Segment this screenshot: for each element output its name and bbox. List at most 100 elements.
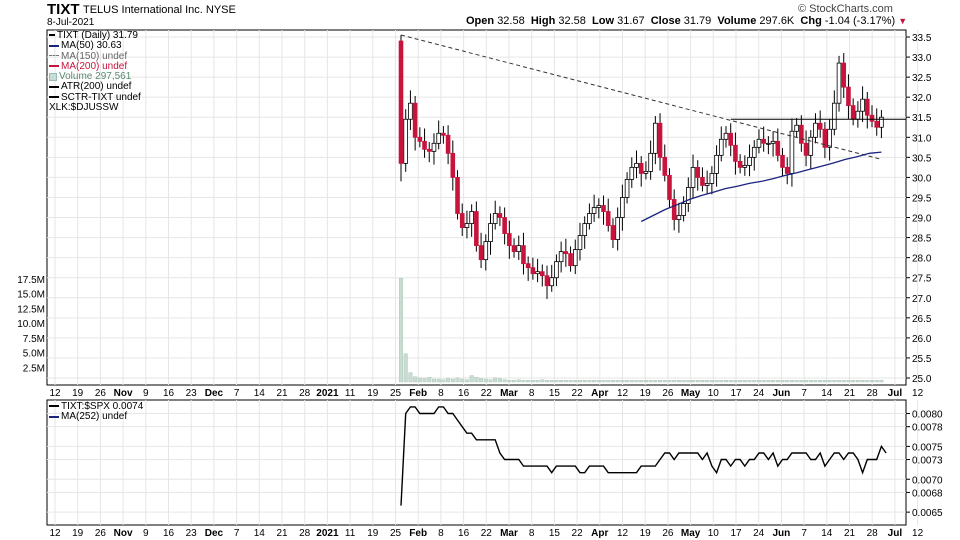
legend-price-swatch [49,34,55,37]
volume-bar [502,379,507,383]
candle-body [855,110,861,120]
x-tick-label-bottom: 19 [72,528,84,539]
volume-bar [761,380,766,383]
volume-bar [497,378,502,383]
candle-body [667,175,672,200]
legend-ratio-ma-text: MA(252) undef [61,411,128,423]
volume-bar [568,380,573,383]
volume-bar [582,380,587,383]
legend-volume-swatch [49,72,57,81]
legend-price-text: TIXT (Daily) 31.79 [57,30,138,41]
candle-body [775,140,781,156]
x-tick-label-bottom: 10 [708,528,720,539]
price-y-tick-label: 27.0 [912,294,932,305]
volume-bar [808,380,813,383]
x-tick-label-bottom: 22 [481,528,493,539]
x-tick-label-top: 21 [276,388,288,399]
x-tick-label-top: 25 [390,388,402,399]
candle-body [478,245,484,261]
candle-body [643,170,649,174]
candle-body [417,136,423,142]
volume-bar [870,380,875,383]
x-tick-label-bottom: 28 [299,528,311,539]
candle-body [605,211,611,226]
price-y-tick-label: 32.0 [912,93,932,104]
candle-body [653,122,658,154]
x-tick-label-bottom: Feb [409,528,427,539]
candle-body [441,132,446,136]
legend-xlk-text: XLK:$DJUSSW [49,102,119,114]
legend-ma150-swatch [49,55,59,57]
x-tick-label-top: 8 [438,388,444,399]
volume-bar [794,380,799,383]
candle-body [789,130,795,174]
volume-bar [422,378,427,383]
candle-body [544,275,550,287]
candle-body [431,142,437,152]
volume-bar [799,380,804,383]
candle-body [662,156,668,176]
high-value: 32.58 [558,15,586,27]
volume-bar [512,380,517,383]
candle-body [610,225,616,240]
volume-bar [554,380,559,383]
candle-body [464,223,470,228]
candle-body [568,253,573,267]
x-tick-label-bottom: Jul [888,528,903,539]
legend-ma150-text: MA(150) undef [61,50,128,62]
candle-body [718,138,724,156]
x-tick-label-bottom: Jun [773,528,791,539]
candle-body [695,166,701,178]
volume-bar [639,380,644,383]
volume-bar [643,380,648,383]
exchange-label: NYSE [205,4,236,16]
x-tick-label-bottom: May [681,528,701,539]
low-label: Low [592,15,615,27]
volume-bar [874,380,879,383]
legend-sctr: SCTR-TIXT undef [49,92,141,103]
candle-body [766,142,771,145]
candle-body [690,166,696,188]
volume-bar [479,378,484,383]
volume-bar [629,380,634,383]
candle-body [403,118,409,164]
x-tick-label-bottom: 22 [572,528,584,539]
volume-bar [709,380,714,383]
volume-tick-label: 17.5M [17,275,45,286]
legend-ma50-swatch [49,44,59,47]
x-tick-label-top: 22 [572,388,584,399]
x-tick-label-bottom: 15 [549,528,561,539]
candle-body [817,122,823,130]
ratio-line-group [400,406,887,506]
candle-body [469,211,474,224]
volume-tick-label: 10.0M [17,319,45,330]
x-tick-label-top: 23 [186,388,198,399]
volume-bar [450,378,455,383]
candle-body [879,116,884,128]
price-y-tick-label: 29.5 [912,193,932,204]
x-tick-label-top: 10 [708,388,720,399]
x-tick-label-top: 8 [529,388,535,399]
volume-bar [413,376,418,383]
volume-bar [822,380,827,383]
chart-date: 8-Jul-2021 [47,17,95,28]
x-tick-label-bottom: 19 [640,528,652,539]
volume-bar [756,380,761,383]
x-tick-label-bottom: 11 [345,528,356,539]
candle-body [869,114,875,122]
open-value: 32.58 [497,15,525,27]
x-tick-label-bottom: 19 [367,528,379,539]
candle-body [860,98,865,112]
candle-body [780,154,785,168]
x-tick-label-bottom: 16 [458,528,470,539]
volume-bars [399,277,884,383]
candle-body [634,162,639,168]
candle-body [563,251,569,255]
candle-body [587,213,592,224]
x-tick-label-bottom: Dec [205,528,224,539]
candle-body [572,249,578,267]
volume-bar [738,380,743,383]
candle-body [596,205,602,208]
legend-ma200-swatch [49,65,59,68]
volume-bar [742,380,747,383]
